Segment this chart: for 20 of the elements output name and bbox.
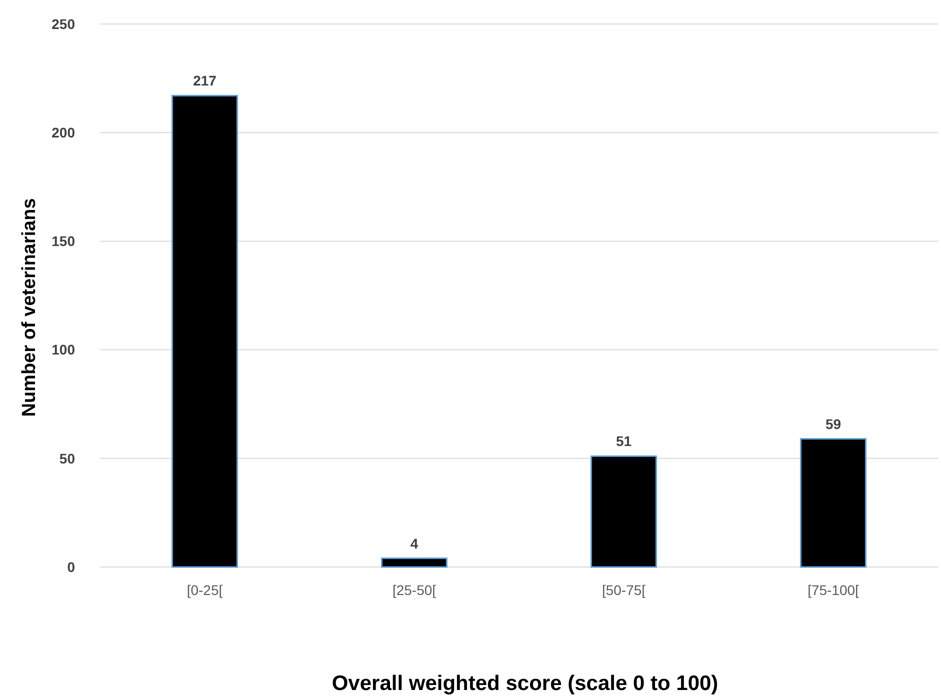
y-tick-label: 250 [52, 16, 76, 32]
bar [590, 455, 657, 568]
bar [172, 94, 238, 568]
y-tick-label: 0 [67, 558, 76, 575]
y-tick-label: 100 [52, 342, 76, 358]
y-axis-title: Number of veterinarians [19, 198, 40, 417]
data-label: 217 [193, 72, 217, 89]
x-axis-title: Overall weighted score (scale 0 to 100) [332, 672, 718, 695]
y-tick-label: 150 [52, 233, 76, 250]
data-label: 51 [616, 433, 632, 450]
y-tick-label: 50 [59, 450, 76, 466]
x-tick-label: [75-100[ [808, 582, 860, 598]
y-tick-label: 200 [52, 124, 76, 140]
bar [800, 438, 866, 568]
data-label: 4 [410, 535, 418, 552]
data-label: 59 [825, 416, 842, 432]
x-tick-label: [0-25[ [186, 582, 223, 598]
x-tick-label: [50-75[ [602, 582, 646, 598]
bar [381, 558, 448, 568]
x-tick-label: [25-50[ [392, 582, 436, 598]
